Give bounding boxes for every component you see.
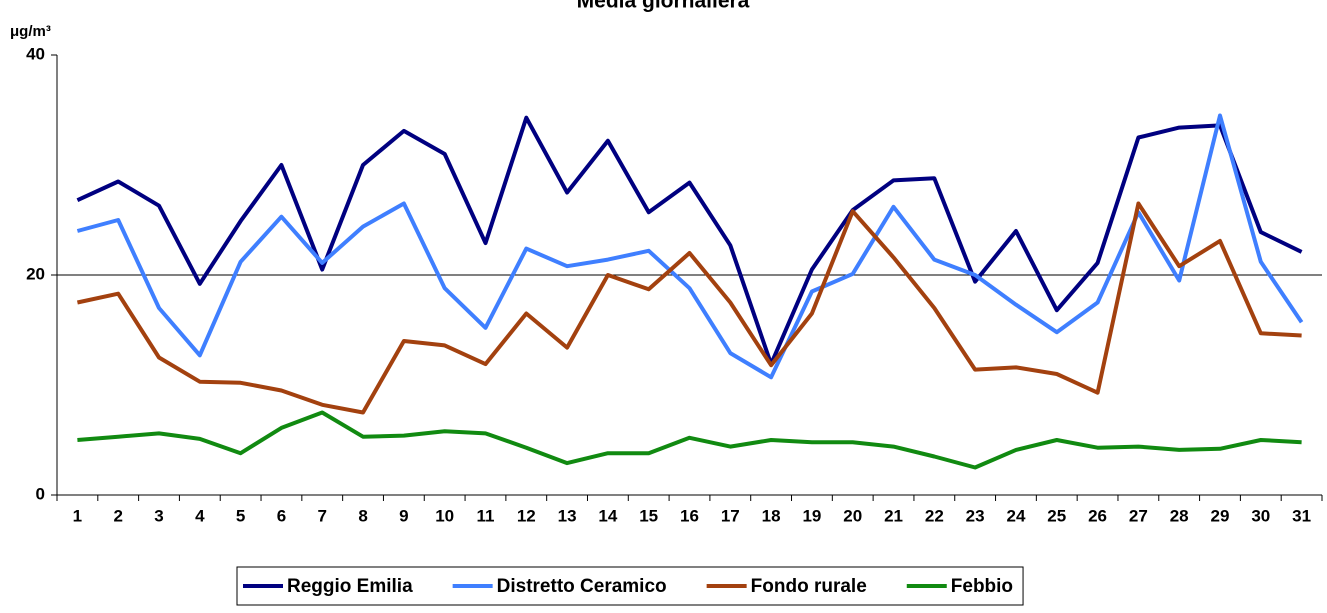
x-tick-label: 29 <box>1211 506 1230 525</box>
y-tick-label: 20 <box>26 264 45 283</box>
x-tick-label: 17 <box>721 506 740 525</box>
x-tick-label: 14 <box>598 506 617 525</box>
x-tick-label: 21 <box>884 506 903 525</box>
y-tick-label: 0 <box>36 484 45 503</box>
x-tick-label: 28 <box>1170 506 1189 525</box>
x-tick-label: 23 <box>966 506 985 525</box>
legend-box <box>236 566 1024 606</box>
x-tick-label: 3 <box>154 506 163 525</box>
x-tick-label: 24 <box>1006 506 1025 525</box>
x-tick-label: 25 <box>1047 506 1066 525</box>
legend-label: Febbio <box>951 576 1013 597</box>
x-tick-label: 30 <box>1251 506 1270 525</box>
x-tick-label: 15 <box>639 506 658 525</box>
y-unit: μg/m³ <box>10 23 51 40</box>
x-tick-label: 12 <box>517 506 536 525</box>
x-tick-label: 2 <box>113 506 122 525</box>
x-tick-label: 7 <box>318 506 327 525</box>
x-tick-label: 20 <box>843 506 862 525</box>
x-tick-label: 16 <box>680 506 699 525</box>
legend-label: Distretto Ceramico <box>497 576 667 597</box>
x-tick-label: 11 <box>476 506 494 525</box>
series-line <box>76 113 1304 380</box>
x-tick-label: 10 <box>435 506 454 525</box>
x-tick-label: 9 <box>399 506 408 525</box>
x-tick-label: 31 <box>1292 506 1311 525</box>
series-line <box>76 115 1303 367</box>
x-tick-label: 13 <box>558 506 577 525</box>
y-tick-label: 40 <box>26 44 45 63</box>
series-line <box>77 410 1302 470</box>
legend-label: Reggio Emilia <box>287 576 413 597</box>
x-tick-label: 1 <box>73 506 82 525</box>
x-tick-label: 6 <box>277 506 286 525</box>
x-tick-label: 8 <box>358 506 367 525</box>
series-line <box>76 201 1302 415</box>
x-tick-label: 4 <box>195 506 205 525</box>
x-tick-label: 27 <box>1129 506 1148 525</box>
x-tick-label: 19 <box>802 506 821 525</box>
x-tick-label: 22 <box>925 506 944 525</box>
chart-title: Media giornaliera <box>577 0 750 13</box>
x-tick-label: 18 <box>762 506 781 525</box>
x-tick-label: 26 <box>1088 506 1107 525</box>
x-tick-label: 5 <box>236 506 245 525</box>
legend-label: Fondo rurale <box>751 576 867 597</box>
